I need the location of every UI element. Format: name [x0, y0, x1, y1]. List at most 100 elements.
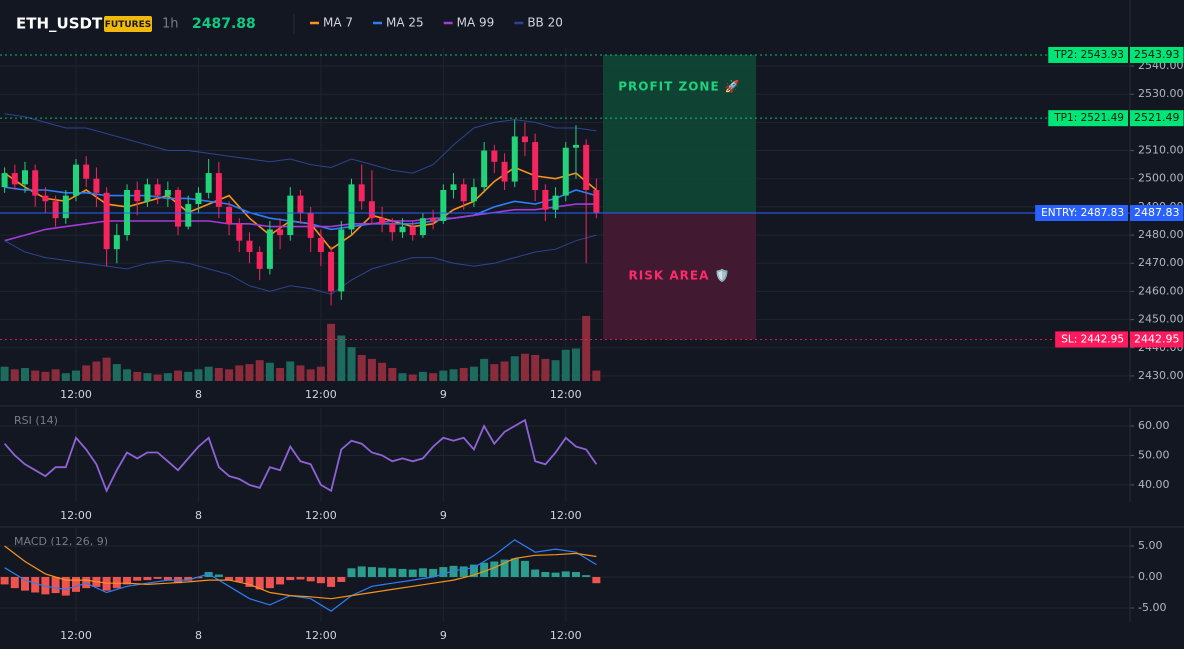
histogram-bar [123, 576, 132, 585]
x-tick-label: 12:00 [550, 509, 582, 522]
volume-bar [184, 371, 193, 381]
x-tick-label: 12:00 [305, 388, 337, 401]
y-tick-label: 2430.00 [1138, 369, 1184, 382]
x-tick-label: 12:00 [305, 509, 337, 522]
x-tick-label: 12:00 [60, 629, 92, 642]
volume-bar [153, 374, 162, 381]
volume-bar [163, 373, 172, 381]
level-tag: 2521.49 [1134, 111, 1180, 124]
x-tick-label: 12:00 [60, 388, 92, 401]
volume-bar [561, 349, 570, 381]
legend-label: MA 25 [386, 16, 424, 30]
candle-body [399, 226, 406, 233]
volume-bar [20, 368, 29, 381]
y-tick-label: 2480.00 [1138, 228, 1184, 241]
rsi-line [3, 418, 598, 494]
candle-body [368, 201, 375, 219]
volume-bar [143, 373, 152, 381]
level-label-bg [1048, 110, 1128, 127]
candle-body [470, 187, 477, 202]
candle-body [144, 184, 151, 202]
volume-bar [388, 368, 397, 381]
candle-body [521, 136, 528, 143]
histogram-bar [72, 576, 81, 592]
volume-bar [469, 366, 478, 381]
candle-body [328, 251, 335, 292]
y-tick-label: 2450.00 [1138, 313, 1184, 326]
candle-body [358, 184, 365, 202]
overlay-line [4, 234, 597, 295]
level-label-bg [1048, 46, 1128, 63]
volume-bar [357, 355, 366, 381]
histogram-bar [112, 576, 121, 589]
volume-bar [316, 366, 325, 381]
histogram-bar [480, 562, 489, 577]
level-tag: 2543.93 [1134, 48, 1180, 61]
level-label-bg [1035, 205, 1128, 222]
candle-body [511, 136, 518, 182]
candle-body [226, 206, 233, 224]
zone-label: PROFIT ZONE 🚀 [618, 79, 741, 93]
y-tick-label: 50.00 [1138, 448, 1170, 461]
volume-bar [133, 371, 142, 381]
histogram-bar [367, 567, 376, 577]
badge-bg [104, 16, 152, 32]
histogram-bar [337, 576, 346, 582]
volume-bar [225, 369, 234, 381]
histogram-bar [459, 566, 468, 577]
volume-bar [531, 355, 540, 381]
candle-body [297, 195, 304, 213]
histogram-bar [571, 572, 580, 577]
volume-bar [41, 371, 50, 381]
candle-body [348, 184, 355, 230]
candle-body [440, 189, 447, 221]
histogram-bar [378, 567, 387, 577]
level-label-bg [1055, 331, 1128, 348]
histogram-bar [10, 576, 19, 589]
volume-bar [408, 374, 417, 381]
candle-body [164, 189, 171, 196]
volume-bar [439, 370, 448, 381]
histogram-bar [143, 576, 152, 581]
volume-bar [582, 316, 591, 381]
candle-body [572, 144, 579, 148]
volume-bar [10, 369, 19, 381]
volume-bar [235, 365, 244, 381]
x-tick-label: 12:00 [550, 629, 582, 642]
candle-body [266, 229, 273, 269]
volume-bar [480, 358, 489, 381]
histogram-bar [102, 576, 111, 591]
histogram-bar [408, 569, 417, 577]
candle-body [562, 147, 569, 196]
y-tick-label: 5.00 [1138, 539, 1163, 552]
volume-bar [327, 323, 336, 381]
volume-bar [306, 369, 315, 381]
volume-bar [337, 335, 346, 381]
histogram-bar [31, 576, 40, 593]
volume-bar [123, 369, 132, 381]
histogram-bar [429, 568, 438, 577]
histogram-bar [500, 559, 509, 577]
histogram-bar [418, 568, 427, 577]
volume-bar [265, 362, 274, 381]
x-tick-label: 9 [440, 388, 447, 401]
histogram-bar [255, 576, 264, 590]
histogram-bar [541, 572, 550, 577]
volume-bar [92, 361, 101, 381]
histogram-bar [469, 564, 478, 577]
histogram-bar [82, 576, 91, 589]
legend-label: BB 20 [527, 16, 563, 30]
candle-body [93, 178, 100, 193]
histogram-bar [347, 568, 356, 577]
histogram-bar [245, 576, 254, 587]
candle-body [491, 150, 498, 162]
x-tick-label: 12:00 [550, 388, 582, 401]
volume-bar [571, 348, 580, 381]
volume-bar [276, 368, 285, 381]
x-tick-label: 12:00 [60, 509, 92, 522]
histogram-bar [51, 576, 60, 594]
volume-bar [174, 370, 183, 381]
grid-layer [0, 408, 1130, 502]
y-tick-label: 60.00 [1138, 419, 1170, 432]
